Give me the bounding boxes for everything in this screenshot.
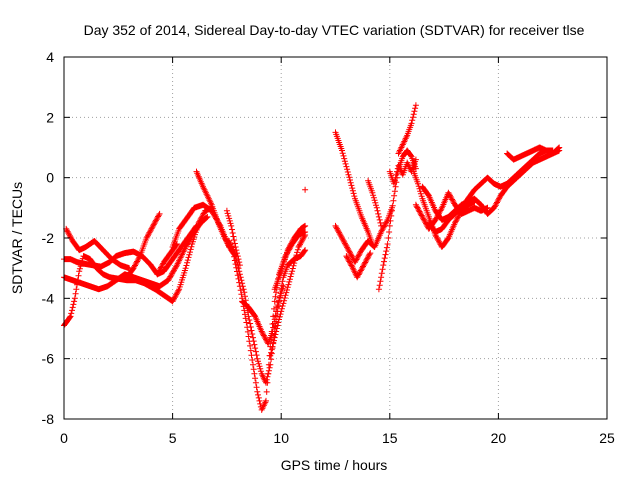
data-point-markers (239, 283, 287, 347)
data-point-markers (343, 250, 374, 281)
x-tick-label: 20 (491, 430, 507, 446)
point-track (365, 177, 385, 229)
point-track (343, 250, 374, 281)
point-track (193, 168, 239, 260)
data-point-markers (332, 204, 395, 266)
point-track (239, 283, 287, 347)
x-tick-label: 10 (273, 430, 289, 446)
point-track (302, 186, 309, 193)
point-track (332, 204, 395, 266)
data-point-markers (412, 189, 491, 232)
point-track (267, 232, 309, 359)
x-tick-label: 0 (60, 430, 68, 446)
data-point-markers (267, 232, 309, 359)
point-track (223, 207, 243, 269)
point-track (271, 222, 309, 293)
data-point-markers (271, 222, 309, 293)
data-point-markers (425, 147, 556, 235)
data-point-markers (386, 156, 419, 187)
data-point-markers (193, 168, 239, 260)
point-track (395, 102, 419, 157)
point-track (412, 189, 491, 232)
y-tick-label: -2 (42, 230, 55, 246)
y-axis-label: SDTVAR / TECUs (9, 182, 25, 294)
data-point-markers (302, 186, 309, 193)
point-track (504, 144, 563, 163)
data-point-markers (365, 177, 385, 229)
y-tick-label: 0 (46, 170, 54, 186)
data-point-markers (395, 102, 419, 157)
x-tick-label: 15 (382, 430, 398, 446)
y-tick-label: 2 (46, 109, 54, 125)
data-point-markers (63, 225, 133, 272)
data-point-markers (223, 207, 243, 269)
point-track (425, 147, 556, 235)
point-track (124, 210, 163, 281)
y-tick-label: -4 (42, 290, 55, 306)
x-tick-label: 25 (599, 430, 615, 446)
y-tick-label: -6 (42, 351, 55, 367)
axis-ticks: 0 5 10 15 20 25 -8 -6 -4 -2 0 2 4 (42, 49, 615, 446)
y-tick-label: -8 (42, 411, 55, 427)
point-track (63, 225, 133, 272)
point-track (332, 129, 376, 247)
chart-title: Day 352 of 2014, Sidereal Day-to-day VTE… (84, 22, 585, 38)
point-track (386, 156, 419, 187)
data-point-markers (332, 129, 376, 247)
x-tick-label: 5 (169, 430, 177, 446)
data-point-markers (504, 144, 563, 163)
x-axis-label: GPS time / hours (281, 457, 388, 473)
y-tick-label: 4 (46, 49, 54, 65)
data-point-markers (124, 210, 163, 281)
